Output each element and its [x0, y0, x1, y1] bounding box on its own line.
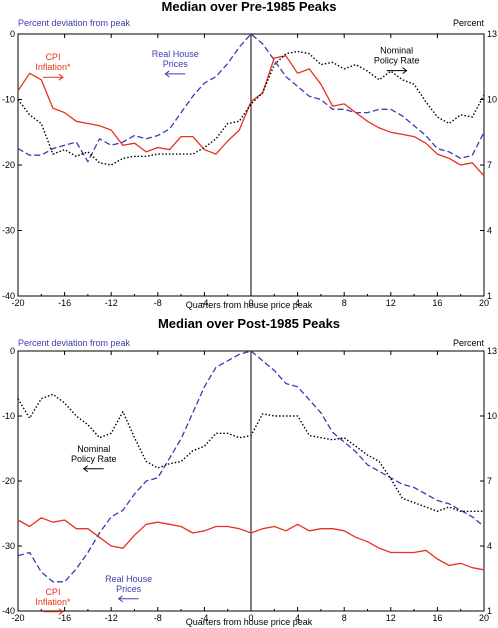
x-tick-label: -12 [105, 613, 118, 623]
y-left-tick-label: -10 [2, 95, 15, 105]
y-left-tick-label: -20 [2, 160, 15, 170]
annotation-label: Policy Rate [71, 454, 117, 464]
annotation-arrowhead [402, 67, 408, 75]
x-tick-label: -16 [58, 298, 71, 308]
series-line-real-house-prices [17, 350, 485, 583]
right-axis-label: Percent [453, 338, 485, 348]
x-tick-label: 20 [479, 298, 489, 308]
x-tick-label: 4 [295, 613, 300, 623]
x-tick-label: 16 [432, 613, 442, 623]
annotation-arrowhead [164, 70, 170, 78]
x-tick-label: -16 [58, 613, 71, 623]
series-line-cpi-inflation [17, 517, 485, 571]
x-tick-label: -20 [11, 298, 24, 308]
annotation-label: Inflation* [35, 62, 71, 72]
annotation-arrowhead [58, 73, 64, 81]
annotation-label: Inflation* [35, 597, 71, 607]
y-left-tick-label: -40 [2, 606, 15, 616]
x-tick-label: 20 [479, 613, 489, 623]
y-right-tick-label: 1 [487, 606, 492, 616]
right-axis-label: Percent [453, 18, 485, 28]
x-tick-label: -8 [154, 613, 162, 623]
chart-panel-post-1985: Median over Post-1985 Peaks Percent devi… [2, 316, 497, 627]
annotation-arrowhead [117, 595, 123, 603]
x-tick-label: -4 [200, 298, 208, 308]
annotation-arrowhead [82, 465, 89, 473]
y-right-tick-label: 13 [487, 346, 497, 356]
series-line-nominal-policy-rate [17, 393, 484, 512]
series-line-nominal-policy-rate [17, 50, 485, 166]
annotation-label: Nominal [380, 46, 413, 56]
y-right-tick-label: 4 [487, 226, 492, 236]
x-tick-label: 0 [248, 613, 253, 623]
y-left-tick-label: 0 [10, 346, 15, 356]
x-axis-label: Quarters from house price peak [186, 617, 313, 627]
y-right-tick-label: 13 [487, 29, 497, 39]
annotation-label: Prices [116, 584, 142, 594]
chart-title: Median over Pre-1985 Peaks [162, 0, 337, 14]
left-axis-label: Percent deviation from peak [18, 338, 131, 348]
annotation-label: Prices [163, 59, 189, 69]
y-left-tick-label: -20 [2, 476, 15, 486]
x-tick-label: 16 [432, 298, 442, 308]
y-left-tick-label: -30 [2, 541, 15, 551]
y-left-tick-label: -40 [2, 291, 15, 301]
y-left-tick-label: -30 [2, 226, 15, 236]
x-tick-label: -8 [154, 298, 162, 308]
x-tick-label: -4 [200, 613, 208, 623]
x-axis-label: Quarters from house price peak [186, 300, 313, 310]
y-right-tick-label: 7 [487, 476, 492, 486]
x-tick-label: -20 [11, 613, 24, 623]
x-tick-label: -12 [105, 298, 118, 308]
y-right-tick-label: 7 [487, 160, 492, 170]
x-tick-label: 8 [342, 613, 347, 623]
chart-title: Median over Post-1985 Peaks [158, 316, 340, 331]
annotation-label: CPI [45, 587, 60, 597]
y-right-tick-label: 1 [487, 291, 492, 301]
y-right-tick-label: 4 [487, 541, 492, 551]
annotation-label: Real House [105, 574, 152, 584]
y-left-tick-label: -10 [2, 411, 15, 421]
annotation-label: Real House [152, 49, 199, 59]
x-tick-label: 12 [386, 613, 396, 623]
annotation-label: CPI [45, 52, 60, 62]
series-line-cpi-inflation [17, 55, 485, 177]
x-tick-label: 8 [342, 298, 347, 308]
chart-panel-pre-1985: Median over Pre-1985 Peaks Percent devia… [2, 0, 497, 310]
left-axis-label: Percent deviation from peak [18, 18, 131, 28]
annotation-label: Nominal [77, 444, 110, 454]
annotation-arrowhead [58, 608, 64, 616]
series-line-real-house-prices [17, 33, 485, 163]
x-tick-label: 12 [386, 298, 396, 308]
x-tick-label: 0 [248, 298, 253, 308]
y-left-tick-label: 0 [10, 29, 15, 39]
x-tick-label: 4 [295, 298, 300, 308]
y-right-tick-label: 10 [487, 95, 497, 105]
y-right-tick-label: 10 [487, 411, 497, 421]
annotation-label: Policy Rate [374, 56, 420, 66]
